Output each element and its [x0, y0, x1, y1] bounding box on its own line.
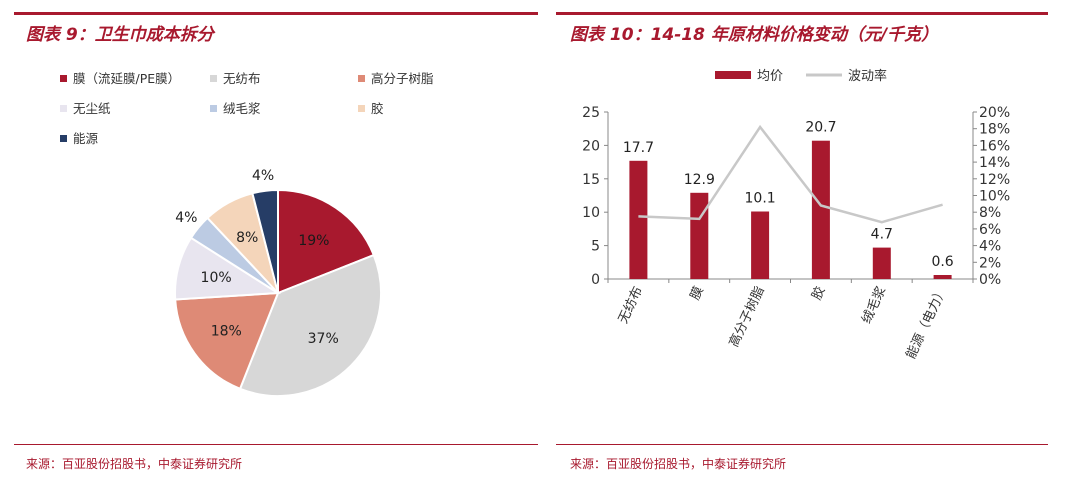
bar: [933, 275, 952, 279]
category-label: 无纺布: [616, 284, 646, 326]
right-tick-label: 14%: [979, 155, 1010, 171]
pie-data-label: 4%: [175, 210, 197, 226]
legend-label: 均价: [757, 69, 783, 84]
legend-swatch-bar: [715, 71, 751, 79]
material-price-panel: 图表 10：14-18 年原材料价格变动（元/千克） 0 5 10 15 20 25 0% 2…: [548, 0, 1080, 481]
left-tick-label: 0: [591, 272, 600, 288]
legend-label: 波动率: [848, 68, 887, 84]
legend-swatch: [60, 105, 67, 112]
left-tick-label: 5: [591, 239, 600, 255]
bar-data-label: 10.1: [745, 191, 776, 207]
right-tick-label: 18%: [979, 122, 1010, 138]
legend-label: 绒毛浆: [223, 101, 261, 116]
source-rule: [14, 444, 538, 445]
title-rule: [14, 12, 538, 15]
panel-title: 图表 9：卫生巾成本拆分: [26, 25, 214, 45]
pie-slice: [238, 253, 382, 397]
category-label: 高分子树脂: [726, 284, 768, 350]
combo-chart: 0 5 10 15 20 25 0%2%4%6%8%10%12%14%16%18%20% 17…: [582, 68, 1010, 361]
legend-swatch: [60, 135, 67, 142]
pie-slice: [277, 188, 376, 295]
legend-label: 膜（流延膜/PE膜）: [73, 71, 180, 86]
right-tick-label: 6%: [979, 222, 1001, 238]
right-tick-label: 10%: [979, 189, 1010, 205]
legend-label: 胶: [371, 101, 384, 116]
bar-data-label: 4.7: [871, 227, 893, 243]
pie-data-label: 4%: [252, 168, 274, 184]
pie-data-label: 37%: [308, 331, 339, 347]
source-note: 来源：百亚股份招股书，中泰证券研究所: [570, 457, 787, 471]
legend-swatch: [210, 75, 217, 82]
right-tick-label: 4%: [979, 239, 1001, 255]
legend-swatch: [60, 75, 67, 82]
legend-label: 能源: [73, 131, 99, 146]
legend-swatch: [210, 105, 217, 112]
category-label: 膜: [688, 284, 707, 302]
bar: [811, 140, 830, 279]
right-tick-label: 16%: [979, 138, 1010, 154]
pie-data-label: 18%: [211, 324, 242, 340]
volatility-line: [638, 124, 943, 224]
category-label: 能源（电力）: [904, 284, 951, 361]
right-tick-label: 12%: [979, 172, 1010, 188]
bar-data-label: 12.9: [684, 172, 715, 188]
cost-breakdown-panel: 图表 9：卫生巾成本拆分 19% 37% 18% 10% 4% 8% 4% 膜（流延膜/PE膜…: [14, 12, 538, 471]
panel-title: 图表 10：14-18 年原材料价格变动（元/千克）: [570, 25, 939, 45]
left-tick-label: 20: [582, 138, 600, 154]
legend-label: 高分子树脂: [371, 71, 434, 86]
pie-data-label: 10%: [201, 270, 232, 286]
category-label: 绒毛浆: [859, 284, 889, 326]
legend-swatch: [358, 75, 365, 82]
legend-label: 无尘纸: [73, 101, 111, 116]
bar-data-label: 20.7: [805, 120, 836, 136]
bar: [751, 211, 770, 279]
pie-slice: [251, 188, 279, 294]
bar: [872, 247, 891, 279]
pie-data-label: 8%: [236, 230, 258, 246]
title-rule: [556, 12, 1048, 15]
legend-swatch: [358, 105, 365, 112]
right-tick-label: 20%: [979, 105, 1010, 121]
left-tick-label: 15: [582, 172, 600, 188]
pie-data-label: 19%: [298, 233, 329, 249]
pie-slice: [174, 291, 280, 391]
bar-data-label: 17.7: [623, 140, 654, 156]
source-note: 来源：百亚股份招股书，中泰证券研究所: [26, 457, 243, 471]
legend-label: 无纺布: [223, 71, 261, 86]
bar: [629, 160, 648, 279]
left-tick-label: 25: [582, 105, 600, 121]
bar: [690, 192, 709, 279]
category-label: 胶: [809, 284, 829, 303]
right-tick-label: 2%: [979, 255, 1001, 271]
bar-data-label: 0.6: [931, 254, 953, 270]
right-tick-label: 8%: [979, 205, 1001, 221]
source-rule: [556, 444, 1048, 445]
right-tick-label: 0%: [979, 272, 1001, 288]
left-tick-label: 10: [582, 205, 600, 221]
